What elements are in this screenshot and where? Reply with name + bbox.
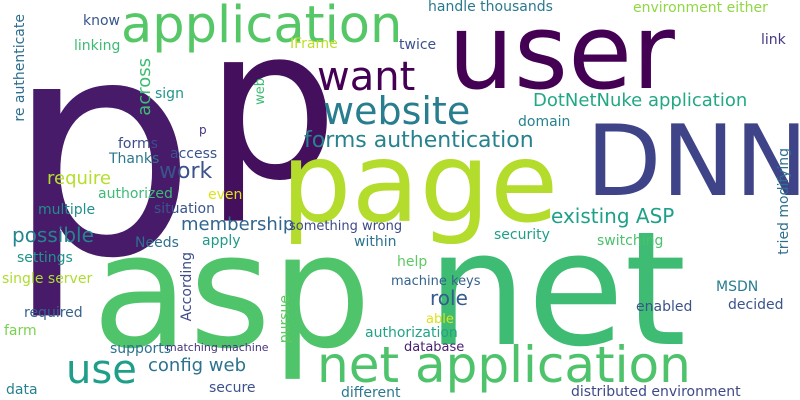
word-sign: sign: [155, 86, 184, 102]
word-situation: situation: [154, 201, 215, 217]
word-require: require: [47, 168, 111, 189]
word-multiple: multiple: [38, 202, 96, 218]
word-machine-keys: machine keys: [391, 274, 481, 289]
word-tried-modifying: tried modifying: [776, 148, 792, 255]
word-switching: switching: [597, 233, 664, 249]
word-work: work: [159, 159, 213, 184]
word-required: required: [24, 305, 83, 321]
word-dotnetnuke-application: DotNetNuke application: [533, 90, 748, 111]
word-want: want: [317, 54, 416, 100]
word-single-server: single server: [2, 271, 93, 287]
word-something-wrong: something wrong: [289, 219, 403, 234]
word-msdn: MSDN: [716, 279, 759, 295]
word-link: link: [761, 32, 786, 48]
word-authorized: authorized: [98, 186, 173, 202]
word-supports: supports: [110, 341, 172, 357]
word-within: within: [354, 234, 397, 250]
word-even: even: [208, 187, 243, 203]
word-existing-asp: existing ASP: [551, 204, 675, 228]
word-environment-either: environment either: [633, 0, 768, 16]
word-possible: possible: [12, 223, 94, 247]
word-p-3: p: [199, 123, 207, 137]
word-needs: Needs: [135, 235, 179, 251]
word-website: website: [323, 89, 471, 133]
word-dnn: DNN: [586, 105, 800, 219]
word-twice: twice: [399, 37, 437, 53]
word-iframe: IFrame: [290, 36, 338, 52]
word-access: access: [170, 146, 218, 162]
word-according: According: [179, 252, 195, 322]
word-authorization: authorization: [365, 325, 458, 341]
word-net-application: net application: [317, 336, 691, 394]
word-net: net: [427, 198, 687, 382]
word-pursue: pursue: [277, 295, 293, 344]
word-p-1: p: [6, 0, 197, 324]
word-page: page: [281, 119, 559, 248]
word-forms-authentication: forms authentication: [304, 128, 534, 153]
word-decided: decided: [728, 297, 784, 313]
word-able: able: [426, 312, 454, 327]
word-know: know: [83, 13, 120, 29]
word-p-2: p: [205, 0, 339, 227]
word-across: across: [134, 58, 155, 116]
word-distributed-environment: distributed environment: [571, 384, 741, 400]
word-role: role: [430, 286, 468, 310]
word-secure: secure: [209, 380, 256, 396]
word-farm: farm: [4, 323, 37, 339]
word-data: data: [6, 382, 38, 398]
word-handle-thousands: handle thousands: [428, 0, 553, 15]
word-application: application: [121, 0, 403, 55]
word-config-web: config web: [148, 355, 247, 376]
word-user: user: [448, 0, 675, 113]
word-forms: forms: [118, 136, 158, 152]
word-apply: apply: [202, 233, 241, 249]
word-database: database: [404, 340, 465, 355]
word-re-authenticate: re authenticate: [12, 14, 28, 122]
word-different: different: [341, 385, 401, 400]
word-web: web: [253, 78, 268, 105]
word-thanks: Thanks: [109, 151, 160, 167]
word-membership: membership: [181, 214, 295, 235]
word-use: use: [66, 347, 137, 393]
word-matching-machine: matching machine: [166, 341, 269, 354]
word-linking: linking: [74, 38, 121, 54]
word-help: help: [397, 254, 428, 270]
word-security: security: [494, 227, 550, 243]
word-domain: domain: [518, 114, 571, 130]
word-asp: asp: [92, 200, 372, 384]
word-enabled: enabled: [636, 299, 693, 315]
word-settings: settings: [17, 250, 73, 266]
